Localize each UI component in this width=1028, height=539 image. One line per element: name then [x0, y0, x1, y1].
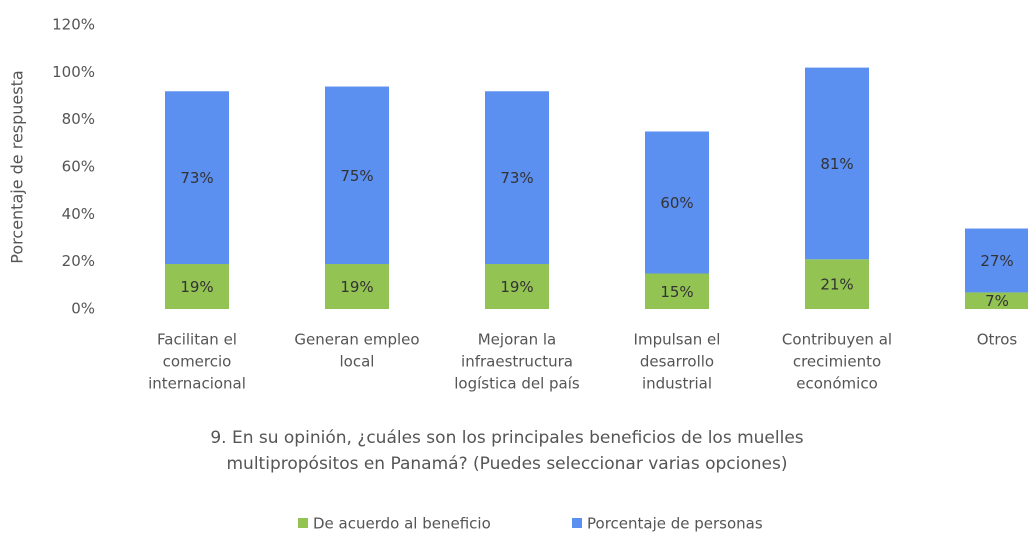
- x-tick-label: comercio: [163, 353, 232, 371]
- x-tick-label: internacional: [148, 375, 246, 393]
- legend-swatch: [298, 518, 308, 528]
- chart-title: 9. En su opinión, ¿cuáles son los princi…: [210, 428, 803, 448]
- x-tick-label: local: [340, 353, 375, 371]
- value-label: 19%: [180, 278, 213, 296]
- bar-segment: [965, 292, 1028, 309]
- x-tick-label: Impulsan el: [634, 331, 721, 349]
- legend-label: Porcentaje de personas: [587, 515, 763, 533]
- bar-segment: [965, 228, 1028, 293]
- bar-segment: [485, 91, 549, 265]
- x-tick-label: Generan empleo: [294, 331, 419, 349]
- x-tick-label: desarrollo: [640, 353, 714, 371]
- value-label: 73%: [180, 169, 213, 187]
- y-tick-label: 100%: [52, 63, 95, 81]
- value-label: 60%: [660, 194, 693, 212]
- x-tick-label: infraestructura: [461, 353, 573, 371]
- value-label: 19%: [340, 278, 373, 296]
- x-tick-label: logística del país: [454, 375, 580, 393]
- bar-segment: [645, 273, 709, 309]
- value-label: 73%: [500, 169, 533, 187]
- x-tick-label: Facilitan el: [157, 331, 237, 349]
- value-label: 7%: [985, 292, 1009, 310]
- value-label: 81%: [820, 155, 853, 173]
- bar-segment: [805, 259, 869, 309]
- x-tick-label: Contribuyen al: [782, 331, 892, 349]
- value-label: 27%: [980, 252, 1013, 270]
- bar-segment: [325, 264, 389, 309]
- x-tick-label: económico: [796, 375, 878, 393]
- chart-title: multipropósitos en Panamá? (Puedes selec…: [227, 454, 788, 474]
- legend-label: De acuerdo al beneficio: [313, 515, 491, 533]
- value-label: 15%: [660, 283, 693, 301]
- y-tick-label: 120%: [52, 16, 95, 34]
- y-tick-label: 60%: [62, 158, 95, 176]
- bar-segment: [805, 67, 869, 260]
- legend-swatch: [572, 518, 582, 528]
- x-tick-label: Mejoran la: [478, 331, 557, 349]
- value-label: 75%: [340, 167, 373, 185]
- bar-segment: [485, 264, 549, 309]
- y-tick-label: 20%: [62, 252, 95, 270]
- bar-segment: [165, 264, 229, 309]
- x-tick-label: crecimiento: [793, 353, 881, 371]
- bar-segment: [165, 91, 229, 265]
- x-tick-label: industrial: [642, 375, 712, 393]
- value-label: 21%: [820, 276, 853, 294]
- y-axis-label: Porcentaje de respuesta: [8, 70, 27, 263]
- y-tick-label: 80%: [62, 110, 95, 128]
- y-tick-label: 0%: [71, 300, 95, 318]
- bar-segment: [325, 86, 389, 265]
- x-tick-label: Otros: [977, 331, 1018, 349]
- bar-segment: [645, 131, 709, 274]
- y-tick-label: 40%: [62, 205, 95, 223]
- value-label: 19%: [500, 278, 533, 296]
